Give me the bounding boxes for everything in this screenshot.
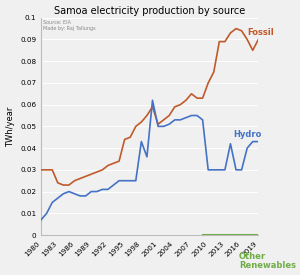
Text: Hydro: Hydro bbox=[233, 130, 262, 139]
Text: Other: Other bbox=[239, 252, 266, 262]
Text: Fossil: Fossil bbox=[247, 28, 274, 37]
Text: Source: EIA
Made by: Raj Tallungs: Source: EIA Made by: Raj Tallungs bbox=[43, 20, 96, 31]
Text: Renewables: Renewables bbox=[239, 261, 296, 270]
Title: Samoa electricity production by source: Samoa electricity production by source bbox=[54, 6, 245, 16]
Y-axis label: TWh/year: TWh/year bbox=[6, 106, 15, 147]
